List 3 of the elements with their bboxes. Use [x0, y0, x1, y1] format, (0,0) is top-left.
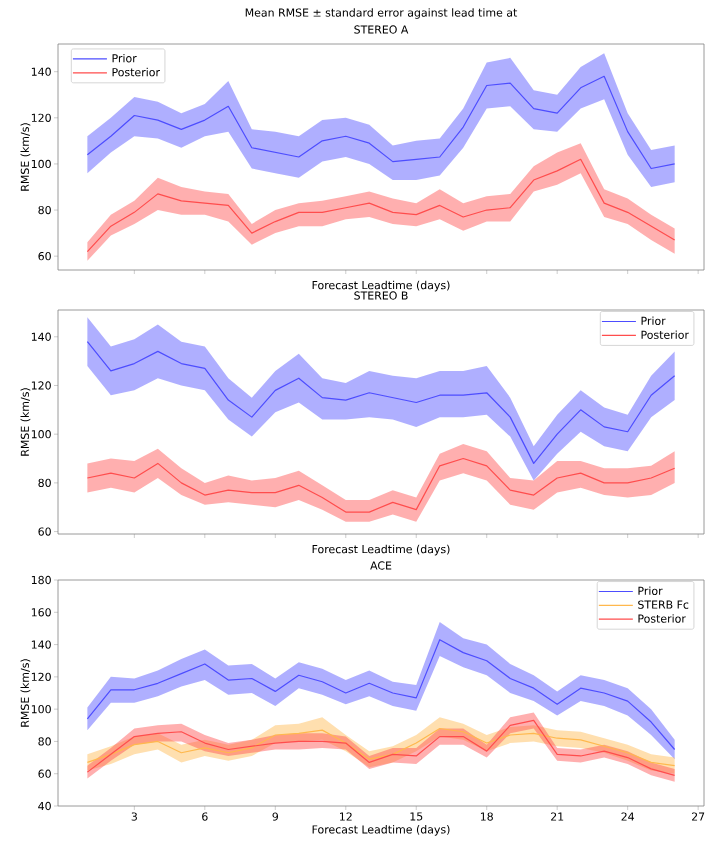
line-series	[86, 727, 676, 767]
line-series	[86, 639, 676, 751]
line-series	[86, 457, 676, 513]
